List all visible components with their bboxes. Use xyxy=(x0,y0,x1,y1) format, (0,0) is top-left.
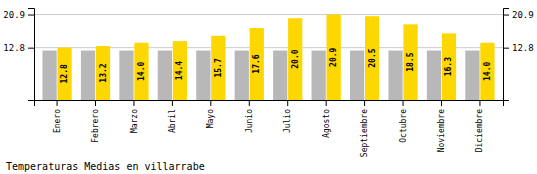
plot: 12.8 13.2 14.0 14.4 15.7 17.6 20.0 20.9 20.5 18.5… xyxy=(3,9,533,158)
tick-label: Enero xyxy=(53,109,62,133)
y2-axis: 12.8 20.9 xyxy=(503,9,534,101)
bar xyxy=(480,43,494,100)
tick-mark xyxy=(503,48,509,49)
data-label: 13.2 xyxy=(99,63,108,82)
tick-label: 20.9 xyxy=(3,10,25,20)
bar xyxy=(250,28,264,100)
tick: Julio xyxy=(283,100,292,133)
tick-label: Abril xyxy=(168,109,177,133)
data-label: 17.6 xyxy=(252,54,261,73)
bar xyxy=(288,18,302,100)
tick-label: Mayo xyxy=(206,109,215,128)
tick-mark xyxy=(441,100,442,106)
bar xyxy=(465,51,479,100)
tick-mark xyxy=(287,100,288,106)
tick-mark xyxy=(133,100,134,106)
bar xyxy=(134,43,148,100)
bar xyxy=(365,16,379,100)
data-label: 20.5 xyxy=(368,48,377,67)
bar xyxy=(158,51,172,100)
bar xyxy=(57,48,71,100)
tick: Enero xyxy=(53,100,62,133)
tick: 12.8 xyxy=(503,43,534,53)
tick-mark xyxy=(210,100,211,106)
tick-label: Marzo xyxy=(130,109,139,133)
tick-label: 12.8 xyxy=(3,43,25,53)
tick-label: Septiembre xyxy=(360,109,369,157)
bar xyxy=(173,41,187,100)
data-label: 14.4 xyxy=(175,61,184,80)
data-label: 20.0 xyxy=(291,49,300,68)
bar xyxy=(327,15,341,100)
tick: Mayo xyxy=(206,100,215,128)
tick-label: Agosto xyxy=(322,109,331,138)
tick-mark xyxy=(172,100,173,106)
bar xyxy=(273,51,287,100)
tick-label: Diciembre xyxy=(475,109,484,153)
tick-mark xyxy=(249,100,250,106)
data-label: 18.5 xyxy=(406,52,415,71)
bar xyxy=(211,36,225,100)
tick: 12.8 xyxy=(3,43,34,53)
data-label: 14.0 xyxy=(137,62,146,81)
tick-mark xyxy=(364,100,365,106)
bar xyxy=(442,33,456,100)
tick: Septiembre xyxy=(360,100,369,157)
bar xyxy=(196,51,210,100)
data-label: 14.0 xyxy=(483,62,492,81)
tick-mark xyxy=(326,100,327,106)
tick-label: Noviembre xyxy=(437,109,446,153)
bar xyxy=(235,51,249,100)
tick-mark xyxy=(57,100,58,106)
bars xyxy=(42,15,494,100)
bar xyxy=(427,51,441,100)
axis-line xyxy=(28,9,35,101)
tick-label: Febrero xyxy=(91,109,100,143)
tick: Junio xyxy=(245,100,254,133)
tick: Octubre xyxy=(399,100,408,143)
data-label: 12.8 xyxy=(60,64,69,83)
grid-line xyxy=(34,14,503,15)
chart: 12.8 13.2 14.0 14.4 15.7 17.6 20.0 20.9 20.5 18.5… xyxy=(0,0,537,174)
axis-line xyxy=(504,9,510,101)
bar-series xyxy=(57,15,494,100)
tick-mark xyxy=(479,100,480,106)
tick-mark xyxy=(95,100,96,106)
tick-label: Octubre xyxy=(399,109,408,143)
x-axis: Enero Febrero Marzo Abril Mayo Junio Julio Agos… xyxy=(35,100,504,157)
data-labels: 12.8 13.2 14.0 14.4 15.7 17.6 20.0 20.9 20.5 18.5… xyxy=(60,47,492,83)
tick-label: 12.8 xyxy=(512,43,534,53)
bar xyxy=(42,51,56,100)
tick-mark xyxy=(403,100,404,106)
tick-mark xyxy=(28,15,34,16)
bar xyxy=(81,51,95,100)
bar xyxy=(403,24,417,100)
bar xyxy=(119,51,133,100)
tick-label: Junio xyxy=(245,109,254,133)
grid xyxy=(34,15,503,48)
tick: 20.9 xyxy=(3,10,34,20)
bar xyxy=(312,51,326,100)
bar xyxy=(388,51,402,100)
tick: Abril xyxy=(168,100,177,133)
tick: Agosto xyxy=(322,100,331,138)
tick-label: 20.9 xyxy=(512,10,534,20)
tick-mark xyxy=(28,48,34,49)
tick-mark xyxy=(503,15,509,16)
axis-line xyxy=(35,101,504,107)
title: Temperaturas Medias en villarrabe xyxy=(6,161,205,172)
data-label: 20.9 xyxy=(329,47,338,66)
tick-label: Julio xyxy=(283,109,292,133)
bar xyxy=(96,46,110,100)
data-label: 16.3 xyxy=(444,57,453,76)
tick: Febrero xyxy=(91,100,100,143)
y-axis: 12.8 20.9 xyxy=(3,9,34,101)
tick: Marzo xyxy=(130,100,139,133)
tick: 20.9 xyxy=(503,10,534,20)
tick: Noviembre xyxy=(437,100,446,152)
tick: Diciembre xyxy=(475,100,484,152)
data-label: 15.7 xyxy=(214,58,223,77)
bar xyxy=(350,51,364,100)
